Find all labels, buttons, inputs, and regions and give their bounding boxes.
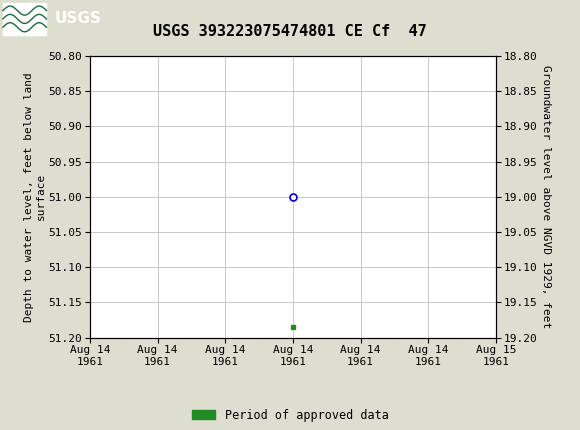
Legend: Period of approved data: Period of approved data — [191, 409, 389, 422]
Y-axis label: Groundwater level above NGVD 1929, feet: Groundwater level above NGVD 1929, feet — [542, 65, 552, 329]
Y-axis label: Depth to water level, feet below land
surface: Depth to water level, feet below land su… — [24, 72, 46, 322]
Text: USGS: USGS — [55, 12, 102, 26]
Text: USGS 393223075474801 CE Cf  47: USGS 393223075474801 CE Cf 47 — [153, 24, 427, 39]
Bar — [3, 3, 46, 35]
